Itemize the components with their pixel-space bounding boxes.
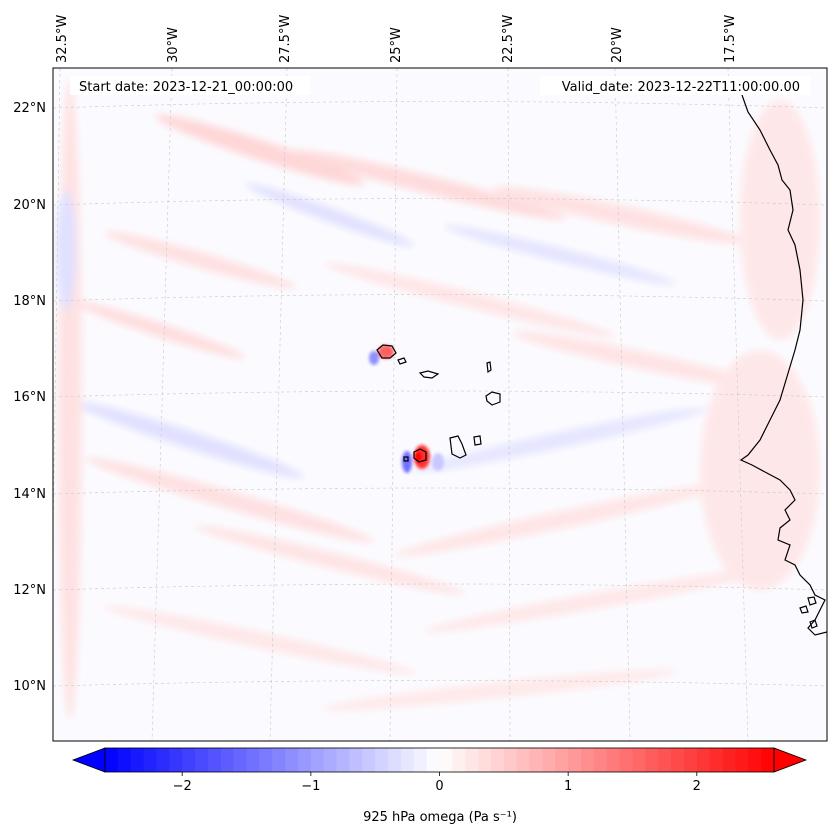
- colorbar: −2 −1 0 1 2 925 hPa omega (Pa s⁻¹): [71, 747, 808, 825]
- colorbar-tick-label: 0: [435, 779, 443, 794]
- colorbar-ticks: −2 −1 0 1 2: [173, 772, 701, 794]
- colorbar-segment: [709, 748, 724, 772]
- colorbar-segment: [542, 748, 556, 772]
- colorbar-tick-label: 2: [693, 779, 701, 794]
- colorbar-segment: [465, 748, 479, 772]
- colorbar-segment: [259, 748, 273, 772]
- colorbar-tick-label: −1: [301, 779, 320, 794]
- colorbar-segments: [105, 748, 775, 772]
- colorbar-segment: [207, 748, 222, 772]
- colorbar-segment: [632, 748, 646, 772]
- graticule: [53, 68, 827, 741]
- lon-label-25w: 25°W: [389, 27, 404, 63]
- lat-label-12n: 12°N: [13, 583, 46, 598]
- lat-label-10n: 10°N: [13, 679, 46, 694]
- colorbar-segment: [105, 748, 119, 772]
- lat-label-22n: 22°N: [13, 101, 46, 116]
- colorbar-segment: [671, 748, 685, 772]
- map-panel: Start date: 2023-12-21_00:00:00 Valid_da…: [52, 67, 828, 742]
- lon-label-22-5w: 22.5°W: [501, 15, 516, 63]
- colorbar-segment: [297, 748, 312, 772]
- lon-label-17-5w: 17.5°W: [723, 15, 738, 63]
- lat-label-16n: 16°N: [13, 390, 46, 405]
- colorbar-segment: [439, 748, 453, 772]
- coastlines: [376, 94, 827, 636]
- colorbar-segment: [400, 748, 415, 772]
- latitude-labels: 22°N 20°N 18°N 16°N 14°N 12°N 10°N: [13, 101, 46, 694]
- lat-label-18n: 18°N: [13, 294, 46, 309]
- omega-field: [56, 80, 820, 720]
- colorbar-segment: [581, 748, 595, 772]
- colorbar-segment: [761, 748, 775, 772]
- lon-label-27-5w: 27.5°W: [278, 15, 293, 63]
- colorbar-segment: [310, 748, 325, 772]
- cape-verde-maio: [473, 435, 482, 446]
- colorbar-segment: [285, 748, 299, 772]
- longitude-labels: 32.5°W 30°W 27.5°W 25°W 22.5°W 20°W 17.5…: [55, 15, 738, 63]
- colorbar-segment: [143, 748, 158, 772]
- colorbar-segment: [735, 748, 749, 772]
- colorbar-segment: [169, 748, 183, 772]
- colorbar-segment: [195, 748, 209, 772]
- colorbar-segment: [478, 748, 492, 772]
- colorbar-segment: [529, 748, 544, 772]
- colorbar-segment: [696, 748, 711, 772]
- colorbar-segment: [117, 748, 132, 772]
- cape-verde-boa-vista: [485, 391, 501, 406]
- colorbar-segment: [349, 748, 363, 772]
- colorbar-segment: [490, 748, 505, 772]
- colorbar-tick-label: −2: [173, 779, 192, 794]
- colorbar-segment: [323, 748, 338, 772]
- colorbar-segment: [683, 748, 698, 772]
- colorbar-segment: [555, 748, 569, 772]
- colorbar-segment: [748, 748, 762, 772]
- colorbar-segment: [130, 748, 145, 772]
- colorbar-segment: [336, 748, 351, 772]
- cape-verde-sal: [486, 361, 492, 374]
- start-date-label: Start date: 2023-12-21_00:00:00: [79, 80, 293, 95]
- colorbar-segment: [182, 748, 196, 772]
- colorbar-segment: [568, 748, 582, 772]
- colorbar-label: 925 hPa omega (Pa s⁻¹): [363, 810, 517, 825]
- lon-label-20w: 20°W: [610, 27, 625, 63]
- colorbar-segment: [658, 748, 672, 772]
- colorbar-segment: [272, 748, 286, 772]
- cape-verde-fogo: [413, 448, 427, 463]
- cape-verde-sao-nicolau: [418, 370, 440, 379]
- bijagos-islands: [799, 596, 818, 629]
- colorbar-min-extension: [71, 747, 106, 773]
- lat-label-14n: 14°N: [13, 487, 46, 502]
- colorbar-segment: [593, 748, 608, 772]
- colorbar-max-extension: [773, 747, 808, 773]
- lon-label-32-5w: 32.5°W: [55, 15, 70, 63]
- colorbar-segment: [413, 748, 428, 772]
- cape-verde-santiago: [449, 435, 467, 459]
- colorbar-segment: [619, 748, 634, 772]
- colorbar-segment: [375, 748, 389, 772]
- lon-label-30w: 30°W: [166, 27, 181, 63]
- lat-label-20n: 20°N: [13, 198, 46, 213]
- africa-coastline: [739, 94, 827, 636]
- colorbar-segment: [388, 748, 402, 772]
- colorbar-segment: [503, 748, 518, 772]
- colorbar-segment: [645, 748, 659, 772]
- colorbar-segment: [722, 748, 737, 772]
- colorbar-segment: [516, 748, 531, 772]
- map-frame: [52, 67, 828, 742]
- cape-verde-sao-vicente: [397, 357, 407, 365]
- colorbar-segment: [606, 748, 621, 772]
- colorbar-segment: [452, 748, 466, 772]
- cape-verde-brava: [403, 456, 409, 462]
- colorbar-segment: [156, 748, 170, 772]
- colorbar-tick-label: 1: [564, 779, 572, 794]
- colorbar-segment: [233, 748, 248, 772]
- colorbar-segment: [246, 748, 260, 772]
- colorbar-segment: [220, 748, 235, 772]
- colorbar-segment: [362, 748, 376, 772]
- colorbar-segment: [426, 748, 441, 772]
- cape-verde-santo-antao: [376, 344, 397, 359]
- valid-date-label: Valid_date: 2023-12-22T11:00:00.00: [562, 80, 800, 95]
